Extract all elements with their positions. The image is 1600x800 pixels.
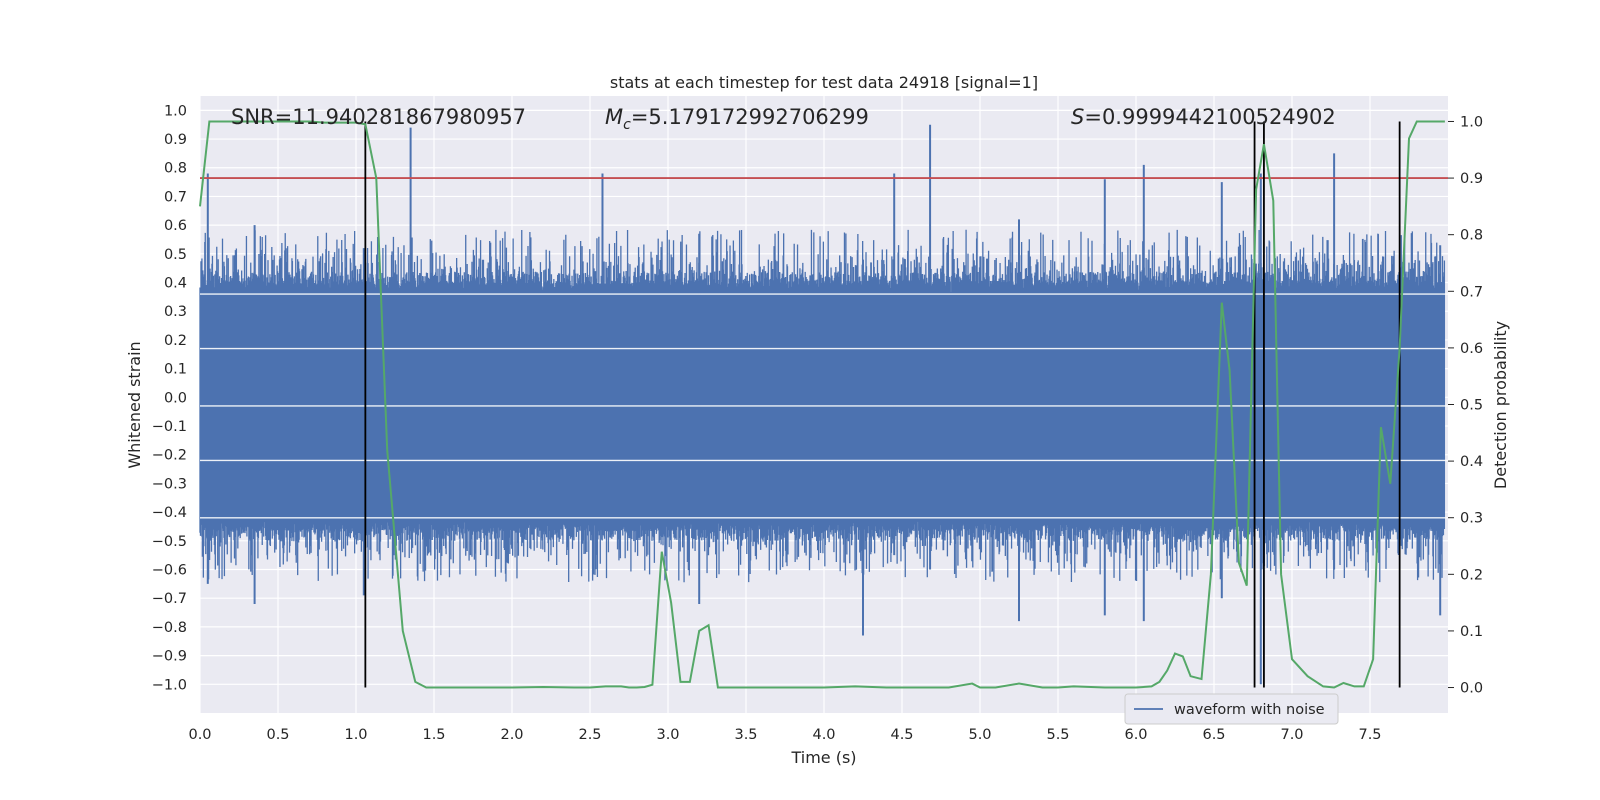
y-tick-label: 0.0 xyxy=(164,390,187,406)
chirp-mass-annotation: Mc=5.179172992706299 xyxy=(605,105,869,133)
x-tick-label: 7.5 xyxy=(1358,727,1381,743)
y2-tick-label: 0.1 xyxy=(1460,624,1483,640)
s-annotation: S=0.9999442100524902 xyxy=(1071,105,1336,129)
legend-box xyxy=(1124,693,1339,725)
x-axis-label: Time (s) xyxy=(790,748,856,767)
x-tick-label: 6.5 xyxy=(1202,727,1225,743)
x-tick-label: 4.0 xyxy=(812,727,835,743)
x-tick-label: 6.0 xyxy=(1124,727,1147,743)
y-tick-label: 0.7 xyxy=(164,189,187,205)
y2-tick-label: 0.6 xyxy=(1460,341,1483,357)
y-tick-label: 0.2 xyxy=(164,333,187,349)
y2-tick-label: 0.7 xyxy=(1460,284,1483,300)
snr-annotation: SNR=11.940281867980957 xyxy=(231,105,526,129)
y2-tick-label: 0.2 xyxy=(1460,567,1483,583)
y2-axis-label: Detection probability xyxy=(1491,321,1510,489)
y-tick-label: 0.1 xyxy=(164,362,187,378)
y-tick-label: −0.5 xyxy=(152,534,187,550)
y2-tick-label: 1.0 xyxy=(1460,114,1483,130)
y-axis-label: Whitened strain xyxy=(125,341,144,468)
detection-probability-line xyxy=(199,120,1445,689)
y2-tick-label: 0.4 xyxy=(1460,454,1483,470)
y-tick-label: −0.3 xyxy=(152,476,187,492)
y-tick-label: 0.8 xyxy=(164,161,187,177)
overlay-lines xyxy=(199,120,1448,689)
y-tick-label: −0.9 xyxy=(152,649,187,665)
y2-tick-label: 0.9 xyxy=(1460,171,1483,187)
x-tick-label: 2.0 xyxy=(500,727,523,743)
y2-tick-label: 0.3 xyxy=(1460,511,1483,527)
y-tick-label: −0.7 xyxy=(152,591,187,607)
x-tick-label: 2.5 xyxy=(578,727,601,743)
y-tick-label: −0.2 xyxy=(152,448,187,464)
y2-tick-label: 0.8 xyxy=(1460,228,1483,244)
tick-labels: 0.0 0.5 1.0 1.5 2.0 2.5 3.0 3.5 4.0 4.5 5.0 5.5 6.0 6… xyxy=(152,103,1483,743)
y-tick-label: 0.5 xyxy=(164,247,187,263)
x-tick-label: 1.0 xyxy=(344,727,367,743)
x-tick-label: 4.5 xyxy=(890,727,913,743)
legend: waveform with noise xyxy=(1124,693,1339,725)
y-tick-label: −0.1 xyxy=(152,419,187,435)
legend-waveform-label: waveform with noise xyxy=(1174,702,1325,718)
x-tick-label: 0.5 xyxy=(266,727,289,743)
chart-title: stats at each timestep for test data 249… xyxy=(610,73,1038,92)
x-tick-label: 5.0 xyxy=(968,727,991,743)
y2-tick-label: 0.0 xyxy=(1460,681,1483,697)
y-tick-label: −0.4 xyxy=(152,505,187,521)
x-tick-label: 5.5 xyxy=(1046,727,1069,743)
y-tick-label: 0.6 xyxy=(164,218,187,234)
x-tick-label: 3.0 xyxy=(656,727,679,743)
y-tick-label: 0.9 xyxy=(164,132,187,148)
y-tick-label: 0.4 xyxy=(164,276,187,292)
y-tick-label: −0.6 xyxy=(152,563,187,579)
x-tick-label: 7.0 xyxy=(1280,727,1303,743)
y-tick-label: −1.0 xyxy=(152,677,187,693)
y-tick-label: 1.0 xyxy=(164,103,187,119)
y-tick-label: −0.8 xyxy=(152,620,187,636)
x-tick-label: 0.0 xyxy=(188,727,211,743)
y2-tick-label: 0.5 xyxy=(1460,398,1483,414)
x-tick-label: 3.5 xyxy=(734,727,757,743)
y-tick-label: 0.3 xyxy=(164,304,187,320)
x-tick-label: 1.5 xyxy=(422,727,445,743)
